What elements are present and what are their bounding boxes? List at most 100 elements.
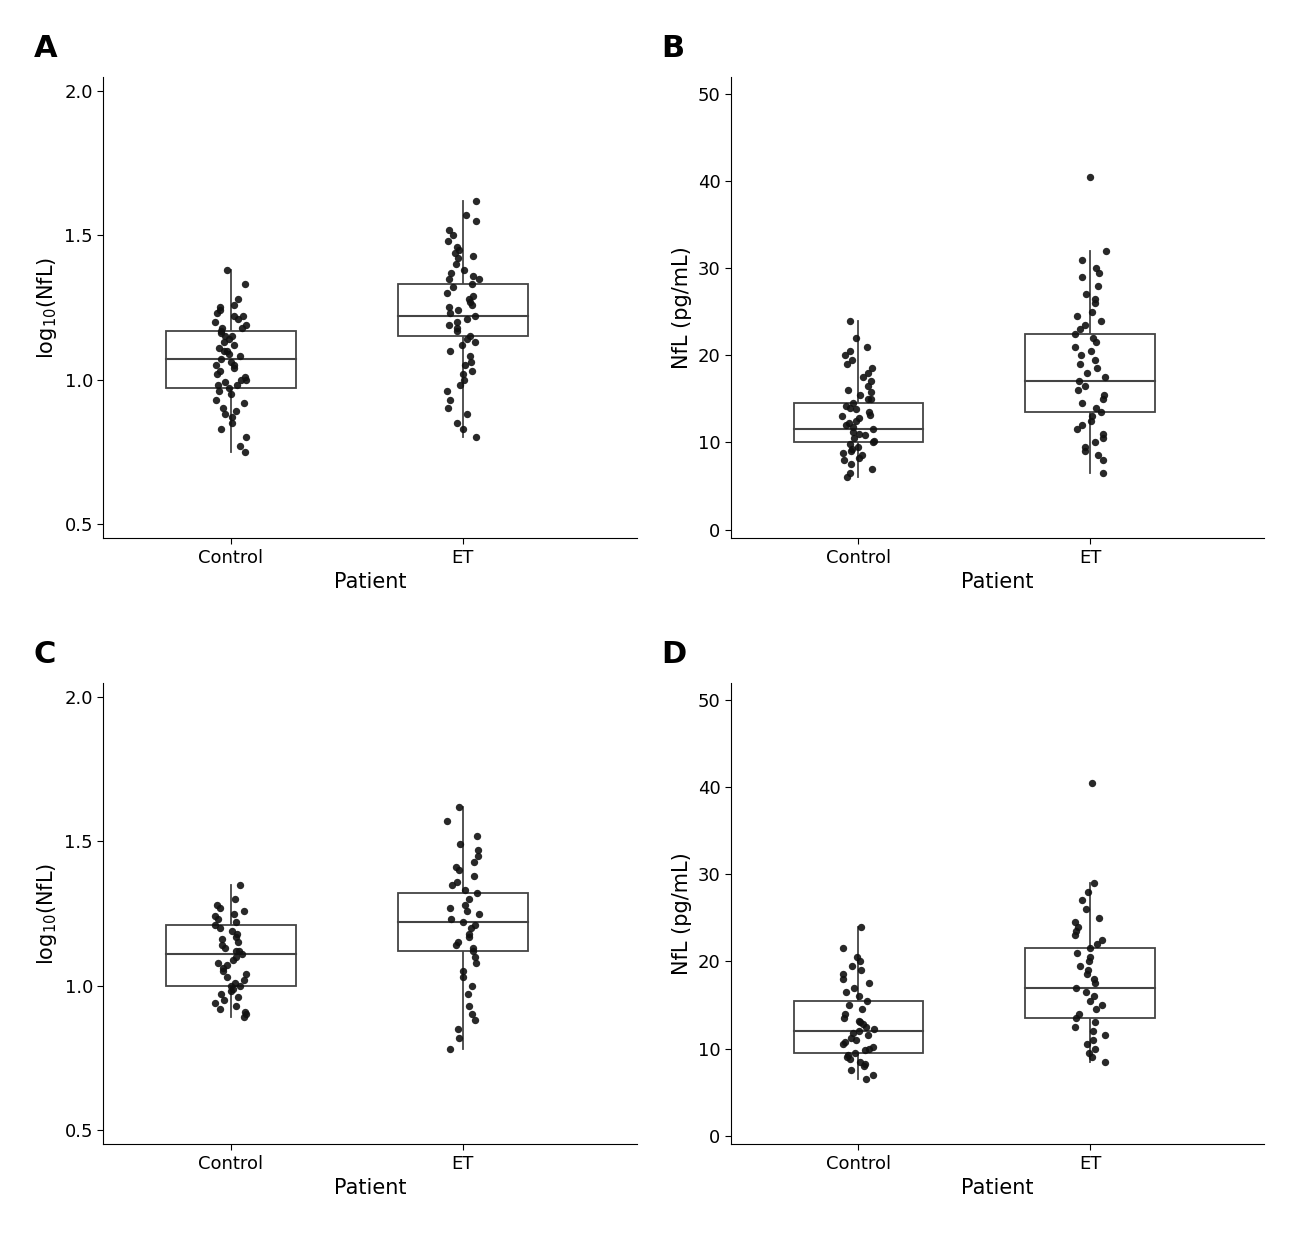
Point [1072,345,1092,365]
Point [235,1005,256,1025]
Y-axis label: NfL (pg/mL): NfL (pg/mL) [672,247,692,369]
Point [1083,873,1104,893]
Point [1077,363,1098,382]
Point [231,318,252,338]
Point [1085,293,1105,313]
Point [468,840,488,859]
Point [1085,433,1105,453]
Point [226,912,247,932]
Point [855,425,876,445]
Point [209,338,230,358]
Point [848,986,869,1006]
Point [462,266,483,286]
Text: C: C [34,640,56,670]
Point [229,941,249,961]
Point [466,211,487,231]
Point [447,312,468,332]
Point [1068,916,1089,936]
Point [465,191,486,211]
Point [861,382,882,402]
Point [1082,407,1103,427]
Point [1072,890,1092,910]
Point [464,852,485,872]
Point [449,835,470,854]
Point [443,277,464,297]
Point [214,372,235,392]
Point [230,346,251,366]
Point [452,335,473,355]
Point [1096,240,1117,260]
Text: D: D [661,640,687,670]
Point [1065,324,1086,344]
Point [440,340,461,360]
Point [462,245,483,265]
Point [834,345,855,365]
Point [212,936,233,956]
Point [837,467,857,487]
Point [235,428,256,448]
Point [1077,1034,1098,1054]
Point [205,390,226,409]
Point [1079,166,1100,186]
Point [208,953,229,973]
Point [226,376,247,396]
Bar [1025,334,1155,412]
Y-axis label: log$_{10}$(NfL): log$_{10}$(NfL) [35,862,58,964]
Point [1064,912,1085,932]
Point [462,938,483,958]
Point [223,358,244,377]
Point [460,919,481,938]
Point [855,1054,876,1074]
Point [857,991,878,1011]
Point [1091,995,1112,1015]
X-axis label: Patient: Patient [961,1179,1034,1198]
Point [447,321,468,340]
Point [222,949,243,969]
Point [462,941,483,961]
Point [212,962,233,981]
Point [848,408,869,428]
Point [1085,1012,1105,1032]
Point [440,910,461,930]
Point [1085,398,1105,418]
Point [442,875,462,895]
Point [452,364,473,383]
Point [1085,1000,1105,1020]
Point [447,1018,468,1038]
Point [843,428,864,448]
Bar [1025,948,1155,1018]
Point [459,889,479,909]
Bar [397,285,527,337]
Point [1081,411,1102,430]
Point [466,826,487,846]
Point [1076,981,1096,1001]
Point [851,961,872,980]
Point [447,872,468,891]
Point [1082,773,1103,793]
Point [234,901,255,921]
Point [833,964,853,984]
Point [225,973,246,993]
Point [846,1030,866,1049]
Point [230,975,251,995]
Point [1072,268,1092,287]
Point [436,381,457,401]
Point [210,321,231,340]
Point [466,953,487,973]
Point [456,901,477,921]
Point [1068,380,1089,399]
Point [1092,424,1113,444]
Point [835,416,856,435]
Point [1094,385,1115,404]
Point [838,1046,859,1065]
Point [455,880,475,900]
Point [1066,419,1087,439]
Point [855,1041,876,1060]
Point [213,958,234,978]
Y-axis label: NfL (pg/mL): NfL (pg/mL) [672,852,692,975]
X-axis label: Patient: Patient [334,1179,407,1198]
Point [214,938,235,958]
Point [1076,899,1096,919]
Point [205,993,226,1012]
Point [1068,371,1089,391]
